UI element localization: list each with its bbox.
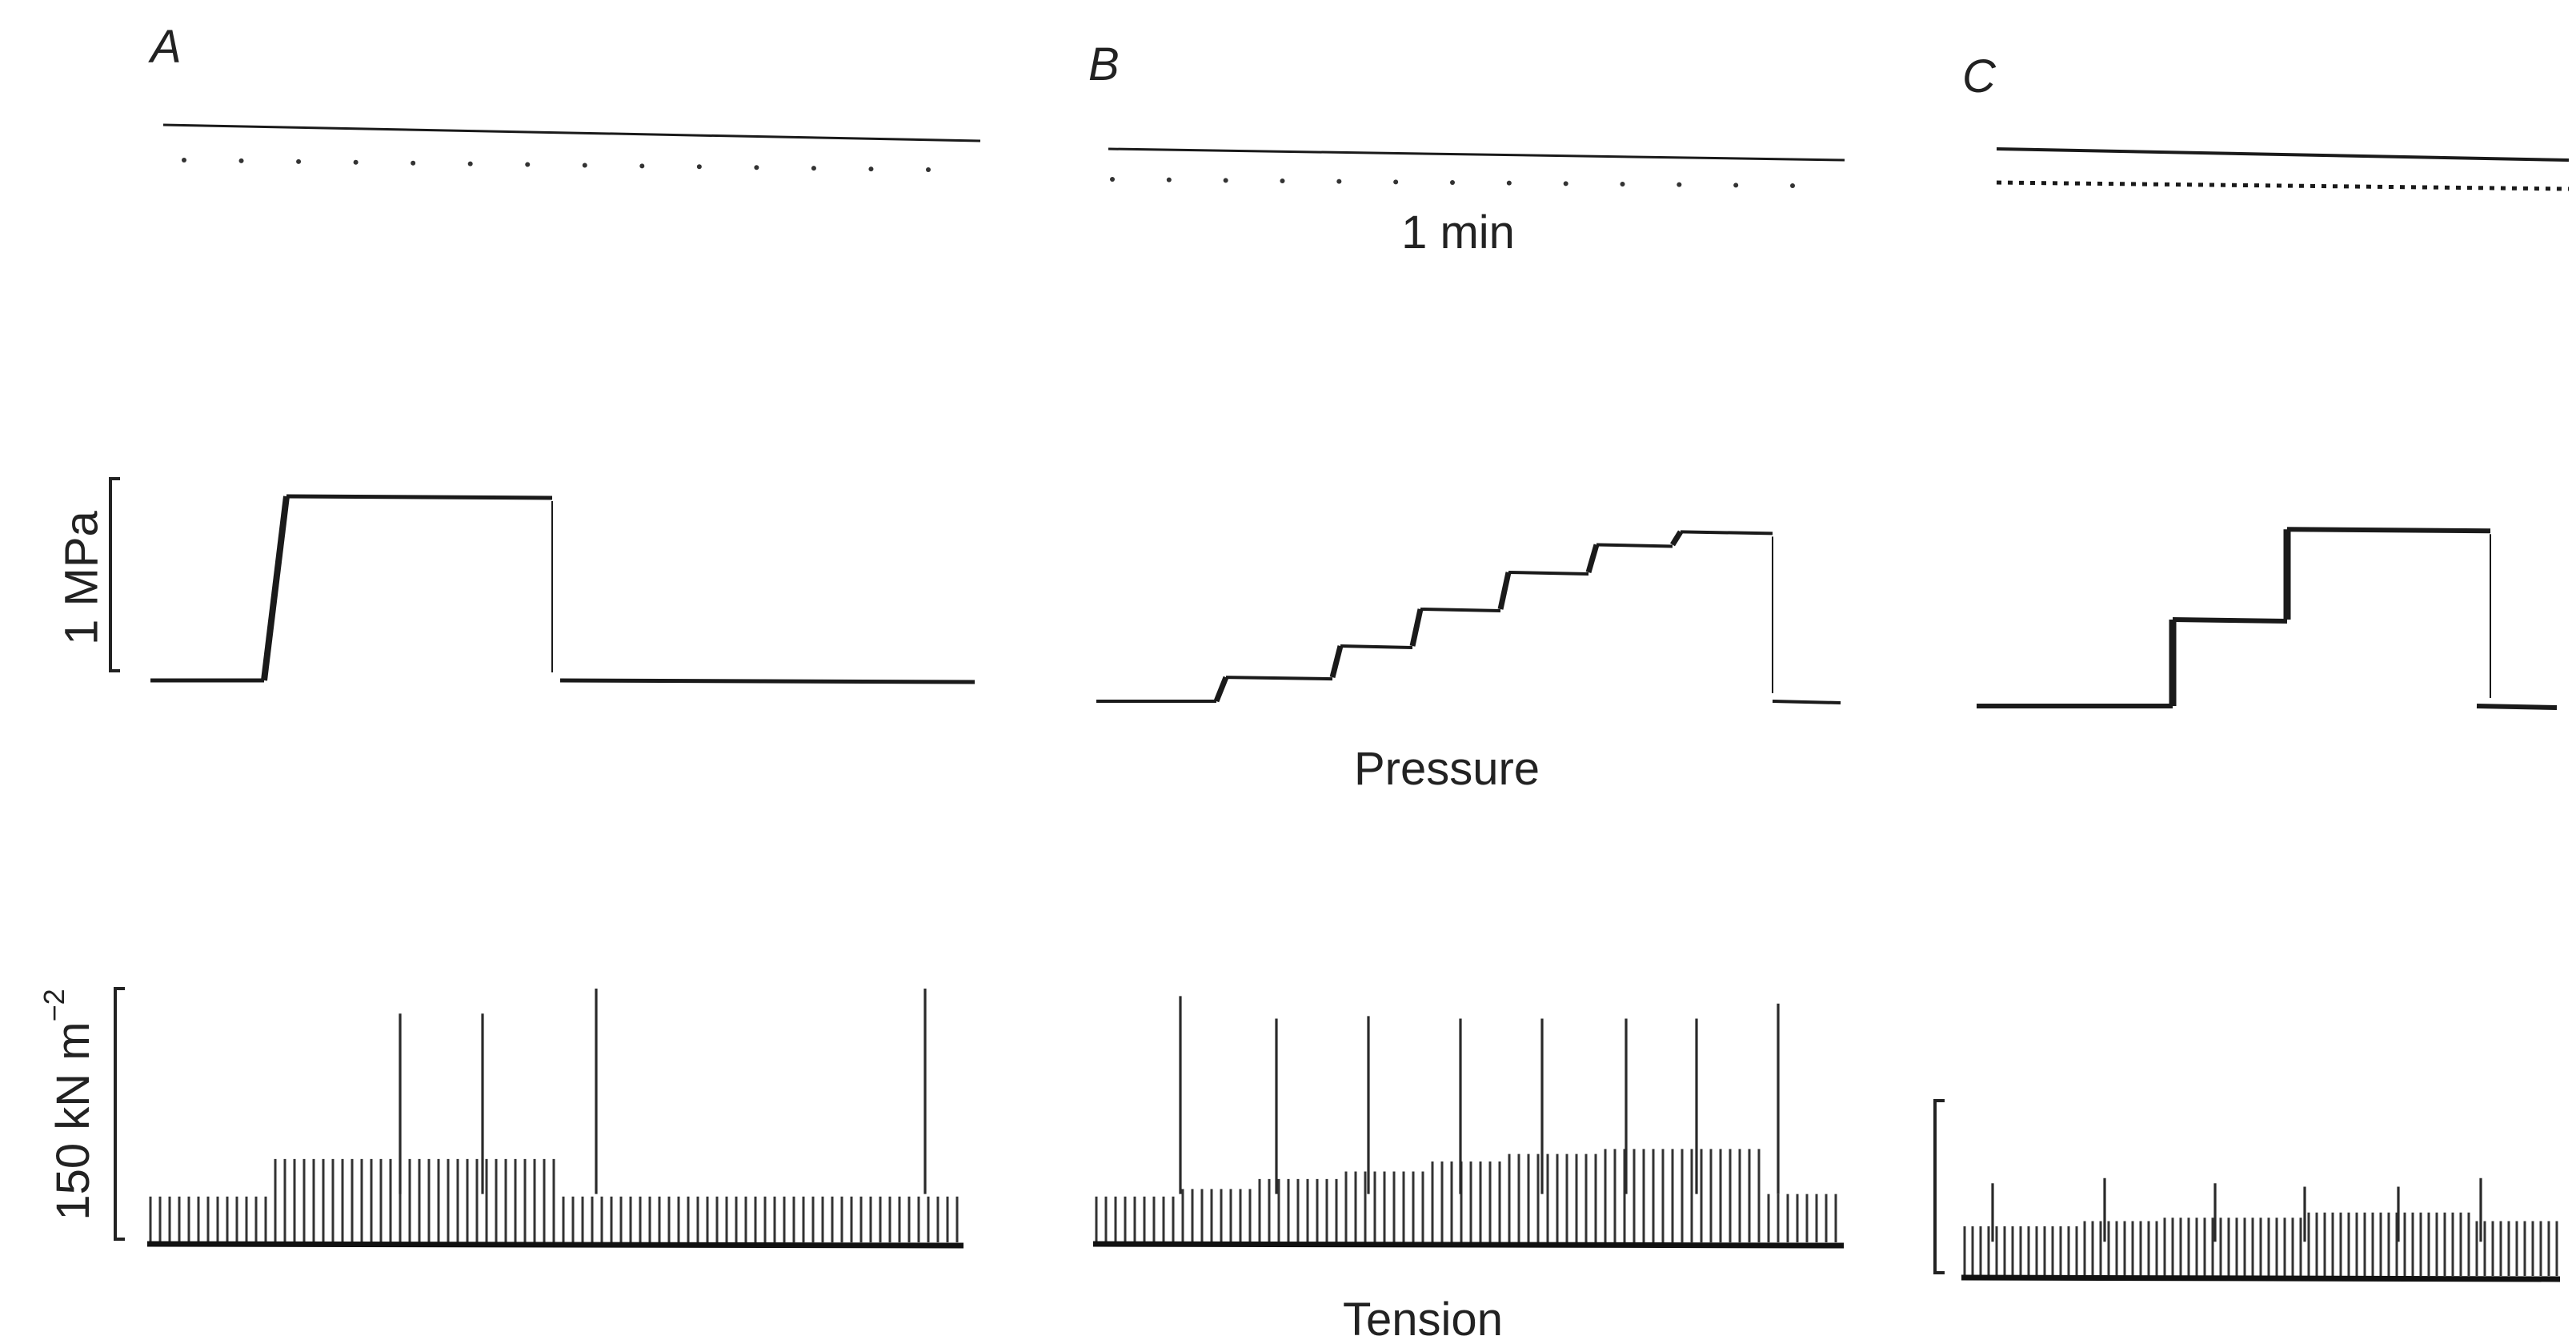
time-mark-dot (1790, 183, 1795, 188)
timebase-trace-c (1996, 147, 2570, 191)
tension-trace-c (1961, 1178, 2561, 1282)
pressure-step (2286, 527, 2491, 534)
time-mark-dot (1506, 180, 1512, 186)
pressure-scale-label: 1 MPa (55, 510, 107, 644)
pressure-step (286, 494, 553, 500)
time-mark-dot (1677, 182, 1682, 187)
time-mark-dot (1393, 179, 1399, 185)
timebase-label: 1 min (1401, 207, 1515, 259)
tension-baseline (146, 1241, 964, 1249)
time-mark-dot (868, 166, 874, 172)
time-mark-dot (1280, 179, 1285, 183)
time-mark-dot (1450, 180, 1455, 185)
pressure-step (1596, 543, 1673, 548)
time-mark-dot (811, 166, 816, 171)
pressure-step-riser (1409, 608, 1424, 647)
tension-scale-exponent: −2 (38, 989, 70, 1021)
pressure-step (1225, 676, 1333, 681)
pressure-step (1508, 571, 1589, 576)
pressure-scale-bar (109, 477, 120, 672)
tension-scale-bar-a (114, 987, 125, 1241)
tension-baseline (1961, 1274, 2561, 1282)
time-mark-dot (1620, 182, 1625, 187)
time-mark-dot (1563, 181, 1568, 187)
pressure-step (1772, 700, 1841, 704)
timebase-trace-b (1108, 147, 1845, 188)
tension-scale-bar-c (1933, 1099, 1945, 1274)
time-mark-dot (696, 164, 702, 170)
time-mark-dots (1996, 180, 2570, 191)
time-mark-dot (582, 162, 587, 168)
pressure-step (559, 678, 976, 684)
time-mark-dot (525, 162, 531, 167)
time-mark-dot (1110, 177, 1115, 182)
pressure-step-riser (1585, 544, 1600, 573)
panel-label-a: A (148, 21, 182, 73)
pressure-step (1680, 530, 1773, 536)
tension-scale-label: 150 kN m−2 (38, 989, 100, 1220)
time-mark-dot (639, 163, 645, 169)
pressure-step (1340, 644, 1413, 649)
pressure-step (2476, 704, 2558, 710)
pressure-label: Pressure (1354, 743, 1540, 795)
time-mark-dot (182, 158, 186, 162)
timebase-trace-a (162, 123, 981, 172)
time-mark-dot (353, 159, 359, 165)
pressure-trace-a (150, 494, 976, 684)
pressure-step (2172, 617, 2288, 624)
time-mark-dot (1336, 179, 1342, 184)
pressure-trace-b (1096, 530, 1841, 704)
time-mark-dot (467, 161, 473, 166)
panel-label-b: B (1088, 38, 1120, 90)
pressure-trace-c (1977, 527, 2558, 710)
time-mark-dot (754, 165, 759, 171)
time-mark-dot (296, 158, 302, 164)
tension-trace-b (1092, 996, 1845, 1249)
pressure-step-riser (1213, 676, 1229, 703)
time-mark-dot (926, 167, 931, 172)
time-mark-dot (411, 160, 416, 166)
tension-baseline (1092, 1241, 1845, 1249)
pressure-step (1420, 608, 1501, 612)
tension-label: Tension (1343, 1294, 1503, 1340)
pressure-step-riser (1497, 572, 1512, 610)
time-mark-dot (1223, 178, 1228, 183)
pressure-step-riser (1329, 645, 1344, 678)
time-mark-dot (1733, 183, 1739, 188)
pressure-step-riser (261, 495, 290, 681)
panel-label-c: C (1962, 50, 1997, 102)
pressure-step-riser (1670, 530, 1683, 547)
time-mark-dot (238, 158, 244, 163)
time-mark-dot (1166, 177, 1172, 183)
tension-trace-a (146, 989, 964, 1249)
